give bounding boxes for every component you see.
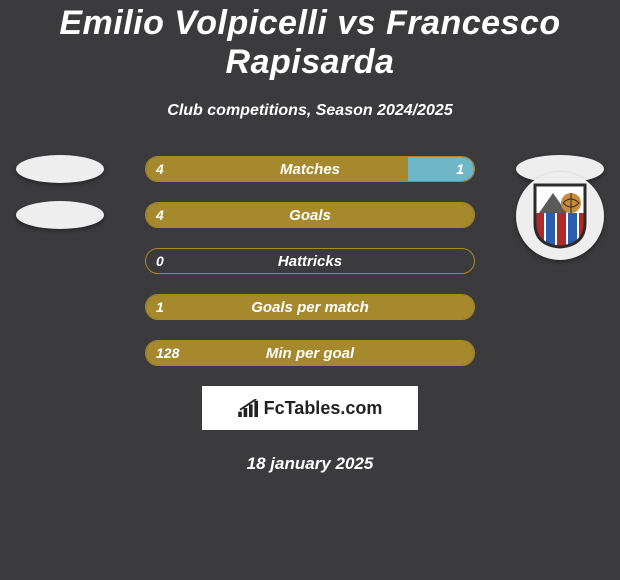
stat-row: 128Min per goal [0,340,620,366]
club-crest-icon [516,172,604,260]
stat-row: 1Goals per match [0,294,620,320]
placeholder-ellipse-icon [16,201,104,229]
brand-box: FcTables.com [202,386,418,430]
stat-label: Matches [146,157,474,181]
stat-row: 4Goals [0,202,620,228]
stat-value-right: 1 [456,157,464,181]
stat-label: Hattricks [146,249,474,273]
page-title: Emilio Volpicelli vs Francesco Rapisarda [0,4,620,82]
subtitle: Club competitions, Season 2024/2025 [0,102,620,120]
stat-bar: 4Goals [145,202,475,228]
player-left-badge [16,201,104,229]
stat-bar: 0Hattricks [145,248,475,274]
date-text: 18 january 2025 [0,454,620,474]
vs-text: vs [337,4,376,42]
stat-label: Min per goal [146,341,474,365]
stat-bar: 4Matches1 [145,156,475,182]
player-left-badge [16,155,104,183]
player-right-badge [516,172,604,260]
stat-bar: 128Min per goal [145,340,475,366]
stat-row: 0Hattricks [0,248,620,274]
stat-bar: 1Goals per match [145,294,475,320]
chart-icon [238,399,260,417]
placeholder-ellipse-icon [16,155,104,183]
stat-label: Goals [146,203,474,227]
stat-label: Goals per match [146,295,474,319]
player-left-name: Emilio Volpicelli [59,4,327,42]
brand-text: FcTables.com [264,398,383,419]
comparison-card: Emilio Volpicelli vs Francesco Rapisarda… [0,0,620,474]
stats-area: 4Matches1 [0,156,620,366]
